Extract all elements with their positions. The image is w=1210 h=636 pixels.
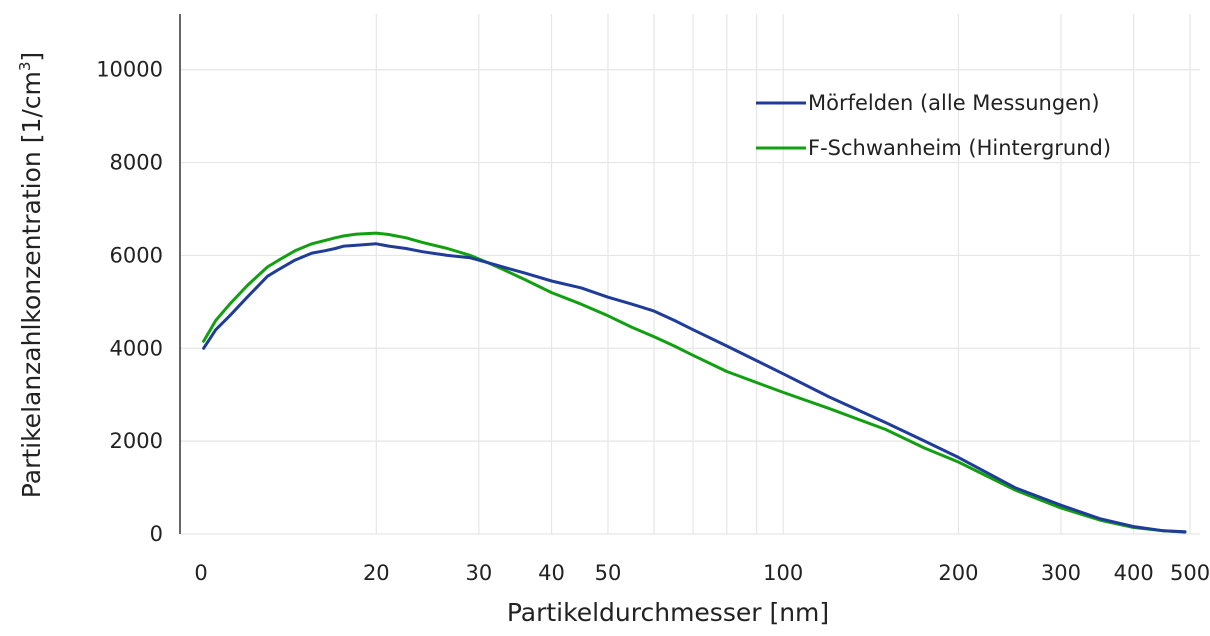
legend: Mörfelden (alle Messungen) F-Schwanheim … [756, 91, 1111, 160]
grid [180, 14, 1200, 535]
y-tick-label: 2000 [110, 429, 163, 453]
series-line-schwanheim [202, 231, 1187, 534]
x-axis-title: Partikeldurchmesser [nm] [507, 598, 829, 627]
series-line-moerfelden [202, 242, 1187, 534]
x-tick-label: 400 [1114, 561, 1154, 585]
y-tick-label: 0 [150, 522, 163, 546]
y-tick-labels: 0 2000 4000 6000 8000 10000 [96, 58, 163, 546]
y-tick-label: 6000 [110, 243, 163, 267]
y-axis-title-close: ] [17, 52, 46, 62]
legend-label-schwanheim: F-Schwanheim (Hintergrund) [808, 136, 1111, 160]
x-tick-label: 100 [763, 561, 803, 585]
x-tick-labels: 0 20 30 40 50 100 200 300 400 500 [194, 561, 1210, 585]
y-tick-label: 8000 [110, 151, 163, 175]
x-tick-label: 50 [595, 561, 622, 585]
x-tick-label: 20 [363, 561, 390, 585]
x-tick-label: 300 [1041, 561, 1081, 585]
x-tick-label: 0 [194, 561, 207, 585]
y-tick-label: 4000 [110, 336, 163, 360]
legend-label-moerfelden: Mörfelden (alle Messungen) [808, 91, 1100, 115]
x-tick-label: 500 [1170, 561, 1210, 585]
x-tick-label: 200 [938, 561, 978, 585]
y-axis-title-superscript: 3 [16, 62, 34, 72]
series-lines [202, 231, 1187, 534]
x-tick-label: 30 [465, 561, 492, 585]
y-axis-title-main: Partikelanzahlkonzentration [1/cm [17, 71, 46, 498]
y-axis-title: Partikelanzahlkonzentration [1/cm3] [16, 52, 46, 498]
y-tick-label: 10000 [96, 58, 163, 82]
x-tick-label: 40 [538, 561, 565, 585]
